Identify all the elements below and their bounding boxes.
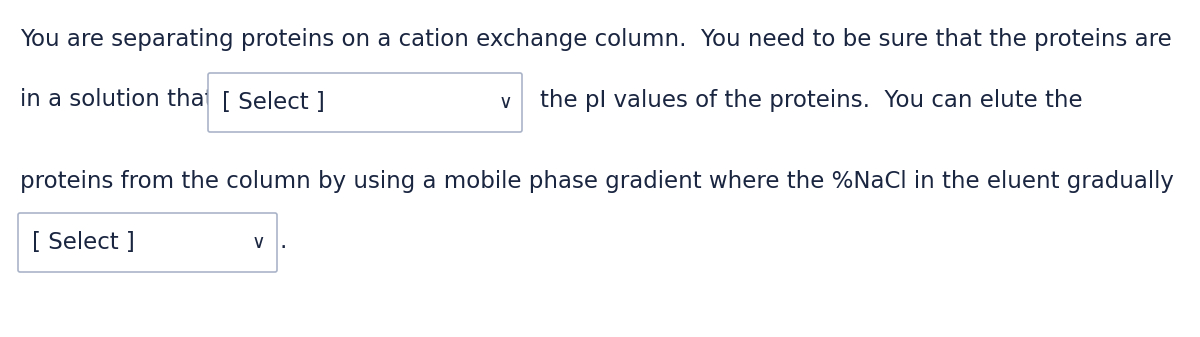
Text: [ Select ]: [ Select ] xyxy=(222,91,325,114)
Text: ∨: ∨ xyxy=(498,92,512,112)
FancyBboxPatch shape xyxy=(208,73,522,132)
FancyBboxPatch shape xyxy=(18,213,277,272)
Text: [ Select ]: [ Select ] xyxy=(32,231,134,254)
Text: in a solution that is: in a solution that is xyxy=(20,89,239,112)
Text: You are separating proteins on a cation exchange column.  You need to be sure th: You are separating proteins on a cation … xyxy=(20,28,1171,51)
Text: .: . xyxy=(280,231,287,253)
Text: proteins from the column by using a mobile phase gradient where the %NaCl in the: proteins from the column by using a mobi… xyxy=(20,170,1174,193)
Text: the pI values of the proteins.  You can elute the: the pI values of the proteins. You can e… xyxy=(540,89,1082,112)
Text: ∨: ∨ xyxy=(251,233,265,251)
